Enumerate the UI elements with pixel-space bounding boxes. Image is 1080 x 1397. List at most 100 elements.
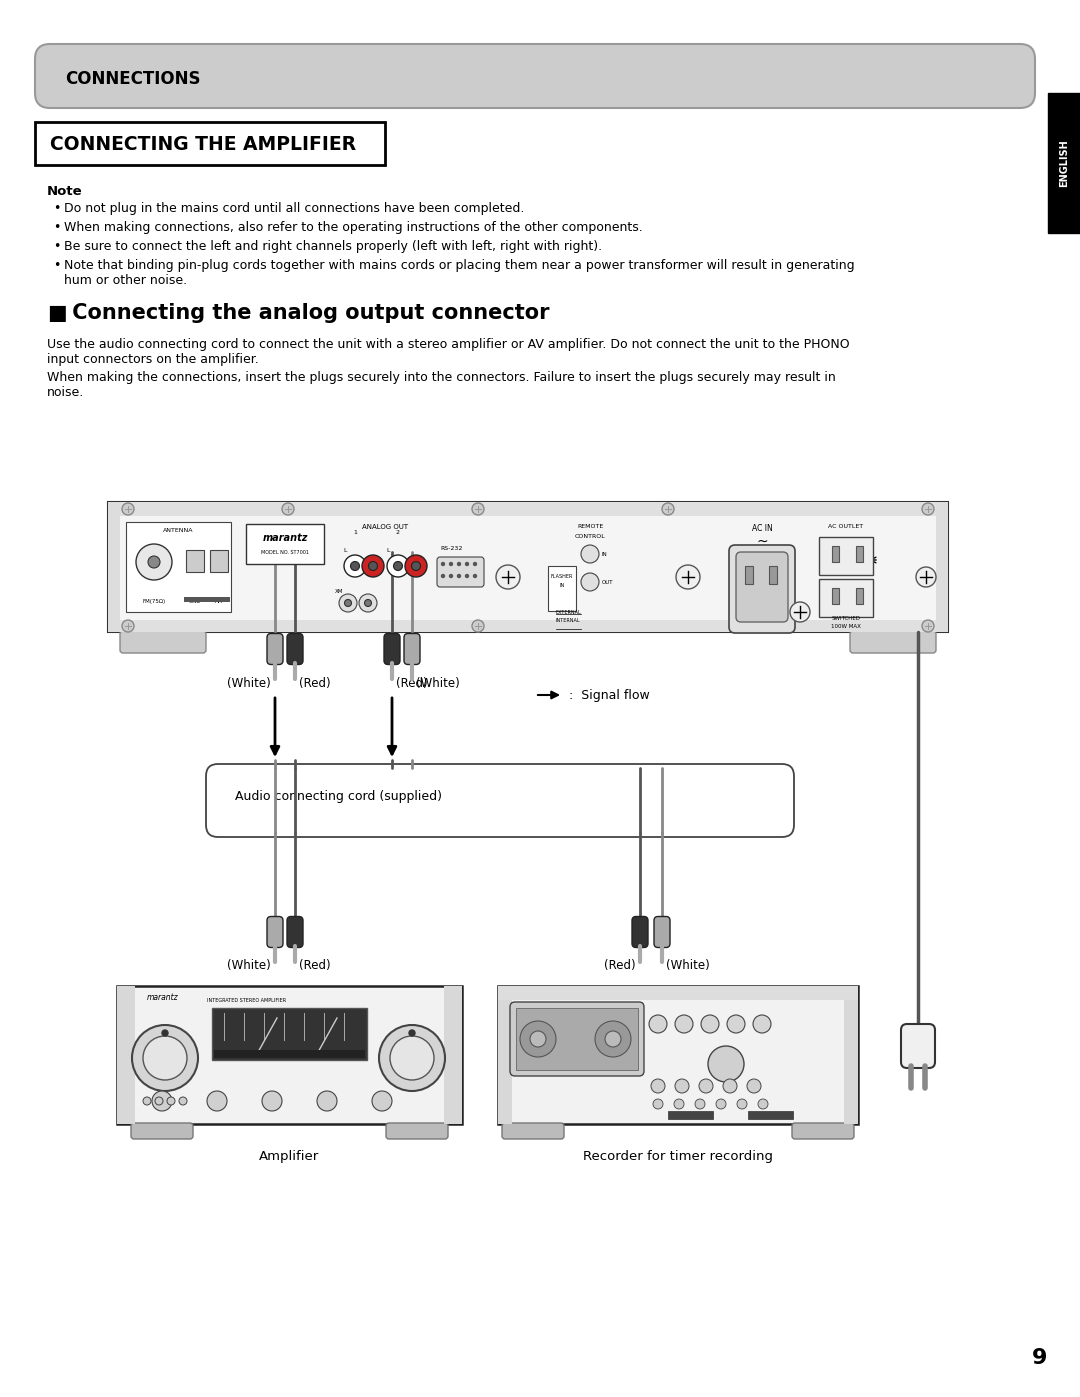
FancyBboxPatch shape — [901, 1024, 935, 1067]
FancyBboxPatch shape — [267, 633, 283, 665]
Circle shape — [282, 503, 294, 515]
FancyBboxPatch shape — [108, 502, 948, 631]
Text: RS-232: RS-232 — [440, 546, 462, 550]
FancyBboxPatch shape — [745, 566, 753, 584]
Text: CONNECTING THE AMPLIFIER: CONNECTING THE AMPLIFIER — [50, 136, 356, 155]
Circle shape — [379, 1025, 445, 1091]
Text: (White): (White) — [666, 960, 710, 972]
Text: When making connections, also refer to the operating instructions of the other c: When making connections, also refer to t… — [64, 221, 643, 235]
Circle shape — [674, 1099, 684, 1109]
Text: :  Signal flow: : Signal flow — [569, 689, 650, 701]
FancyBboxPatch shape — [210, 550, 228, 571]
FancyBboxPatch shape — [386, 1123, 448, 1139]
Text: INTEGRATED STEREO AMPLIFIER: INTEGRATED STEREO AMPLIFIER — [207, 997, 286, 1003]
Circle shape — [122, 503, 134, 515]
FancyBboxPatch shape — [832, 546, 839, 562]
Circle shape — [662, 503, 674, 515]
Text: Connecting the analog output connector: Connecting the analog output connector — [65, 303, 550, 323]
FancyBboxPatch shape — [214, 1051, 365, 1058]
Circle shape — [411, 562, 420, 570]
Text: (White): (White) — [227, 960, 271, 972]
Circle shape — [916, 567, 936, 587]
Text: (Red): (Red) — [299, 676, 330, 690]
Text: (White): (White) — [227, 676, 271, 690]
Text: When making the connections, insert the plugs securely into the connectors. Fail: When making the connections, insert the … — [48, 372, 836, 400]
Text: marantz: marantz — [262, 534, 308, 543]
Circle shape — [649, 1016, 667, 1032]
Circle shape — [701, 1016, 719, 1032]
Text: •: • — [53, 221, 60, 235]
Circle shape — [789, 602, 810, 622]
Circle shape — [122, 620, 134, 631]
FancyBboxPatch shape — [516, 1009, 638, 1070]
Circle shape — [723, 1078, 737, 1092]
Circle shape — [372, 1091, 392, 1111]
Circle shape — [473, 574, 476, 577]
Text: ANTENNA: ANTENNA — [163, 528, 193, 534]
Circle shape — [581, 573, 599, 591]
Text: MODEL NO. ST7001: MODEL NO. ST7001 — [261, 549, 309, 555]
Circle shape — [922, 620, 934, 631]
Circle shape — [753, 1016, 771, 1032]
Text: AC IN: AC IN — [752, 524, 772, 534]
Circle shape — [132, 1025, 198, 1091]
FancyBboxPatch shape — [287, 916, 303, 947]
FancyBboxPatch shape — [843, 986, 858, 1125]
Text: 2: 2 — [396, 529, 400, 535]
Text: •: • — [53, 258, 60, 272]
Circle shape — [393, 562, 403, 570]
Circle shape — [442, 574, 445, 577]
Circle shape — [162, 1030, 168, 1037]
Text: Note: Note — [48, 184, 83, 198]
Text: ■: ■ — [48, 303, 67, 323]
Circle shape — [708, 1046, 744, 1083]
Circle shape — [262, 1091, 282, 1111]
Circle shape — [390, 1037, 434, 1080]
Text: L: L — [343, 548, 347, 553]
Circle shape — [758, 1099, 768, 1109]
FancyBboxPatch shape — [184, 597, 230, 602]
Circle shape — [651, 1078, 665, 1092]
Circle shape — [409, 1030, 415, 1037]
Circle shape — [365, 599, 372, 606]
FancyBboxPatch shape — [729, 545, 795, 633]
Circle shape — [530, 1031, 546, 1046]
Circle shape — [675, 1078, 689, 1092]
FancyBboxPatch shape — [437, 557, 484, 587]
Text: OUT: OUT — [602, 580, 613, 584]
FancyBboxPatch shape — [126, 522, 231, 612]
Circle shape — [653, 1099, 663, 1109]
FancyBboxPatch shape — [287, 633, 303, 665]
Text: FLASHER: FLASHER — [551, 574, 573, 578]
Circle shape — [716, 1099, 726, 1109]
Circle shape — [496, 564, 519, 590]
FancyBboxPatch shape — [498, 986, 512, 1125]
Circle shape — [727, 1016, 745, 1032]
Circle shape — [143, 1037, 187, 1080]
Circle shape — [922, 503, 934, 515]
FancyBboxPatch shape — [117, 986, 462, 1125]
FancyBboxPatch shape — [498, 986, 858, 1000]
Text: 9: 9 — [1032, 1348, 1048, 1368]
Circle shape — [605, 1031, 621, 1046]
Circle shape — [472, 503, 484, 515]
FancyBboxPatch shape — [654, 916, 670, 947]
Circle shape — [699, 1078, 713, 1092]
FancyBboxPatch shape — [769, 566, 777, 584]
FancyBboxPatch shape — [267, 916, 283, 947]
Circle shape — [339, 594, 357, 612]
FancyBboxPatch shape — [35, 43, 1035, 108]
Circle shape — [351, 562, 360, 570]
Circle shape — [167, 1097, 175, 1105]
Text: ENGLISH: ENGLISH — [1059, 140, 1069, 187]
Circle shape — [676, 564, 700, 590]
FancyBboxPatch shape — [856, 588, 863, 604]
Circle shape — [458, 563, 460, 566]
Circle shape — [345, 555, 366, 577]
Text: Audio connecting cord (supplied): Audio connecting cord (supplied) — [235, 789, 442, 803]
Circle shape — [143, 1097, 151, 1105]
FancyBboxPatch shape — [735, 552, 788, 622]
Text: (White): (White) — [416, 676, 460, 690]
Circle shape — [148, 556, 160, 569]
Circle shape — [136, 543, 172, 580]
